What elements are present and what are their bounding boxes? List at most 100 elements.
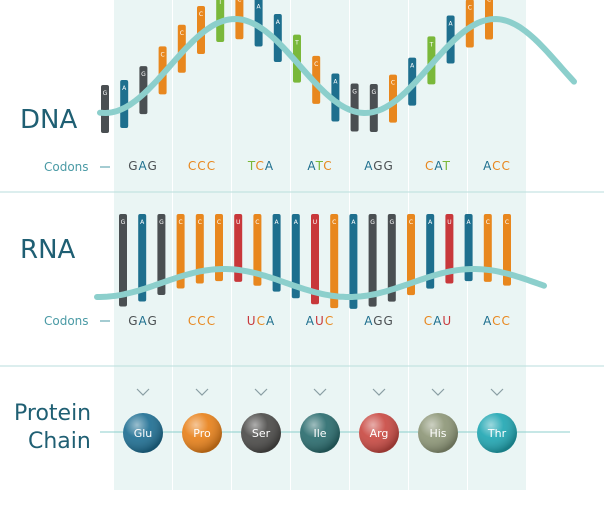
rna-codon-letter: G	[148, 314, 158, 328]
dna-codon-letter: C	[492, 159, 501, 173]
rna-base: C	[253, 214, 262, 286]
rna-base-bar	[176, 214, 185, 289]
rna-base-letter: C	[332, 219, 336, 226]
amino-acid-shine	[418, 413, 458, 453]
dna-codon-letter: T	[247, 159, 256, 173]
dna-title: DNA	[20, 105, 77, 135]
dna-base: A	[331, 73, 340, 122]
dna-codon: ATC	[307, 159, 332, 173]
chevron-down-icon	[431, 388, 445, 396]
rna-codon-row: GAG CCC UCA AUC AGG CAU ACC	[128, 314, 511, 328]
dna-codon: ACC	[483, 159, 511, 173]
dna-codons-label: Codons	[44, 160, 89, 174]
rna-base: G	[119, 214, 127, 307]
dna-base: G	[350, 83, 359, 132]
rna-codon-letter: A	[433, 314, 442, 328]
rna-codon-letter: C	[502, 314, 511, 328]
rna-codon-letter: G	[373, 314, 383, 328]
amino-acid: Glu	[123, 413, 163, 453]
dna-codon-letter: G	[384, 159, 394, 173]
rna-codon-letter: A	[139, 314, 148, 328]
rna-base: C	[176, 214, 185, 289]
rna-base: U	[234, 214, 243, 282]
amino-acid: Arg	[359, 413, 399, 453]
rna-base-letter: A	[140, 219, 145, 226]
dna-codon-letter: C	[323, 159, 332, 173]
dna-codon-row: GAG CCC TCA ATC AGG CAT ACC	[128, 159, 511, 173]
protein-title-line2: Chain	[28, 429, 91, 454]
dna-codon: CCC	[188, 159, 216, 173]
dna-base: A	[120, 80, 129, 129]
rna-base: C	[503, 214, 511, 286]
dna-codon-letter: C	[256, 159, 265, 173]
dna-base-bar	[331, 73, 340, 122]
chevron-down-icon	[490, 388, 504, 396]
chevron-down-icon	[313, 388, 327, 396]
rna-base: C	[330, 214, 339, 309]
dna-base-letter: T	[294, 40, 299, 47]
rna-base-letter: A	[275, 219, 280, 226]
amino-acid: Ile	[300, 413, 340, 453]
rna-codon-letter: G	[384, 314, 394, 328]
amino-acid-chain: Glu Pro Ser Ile Arg His Thr	[123, 413, 517, 453]
dna-base-letter: A	[122, 85, 127, 92]
dna-codon-letter: A	[483, 159, 492, 173]
rna-codon: ACC	[483, 314, 511, 328]
dna-base-letter: C	[468, 4, 472, 11]
amino-acid-shine	[241, 413, 281, 453]
rna-base: A	[272, 214, 281, 292]
dna-codon: GAG	[128, 159, 158, 173]
rna-base-bar	[195, 214, 204, 284]
amino-acid: His	[418, 413, 458, 453]
dna-base-letter: C	[314, 61, 318, 68]
dna-codon-letter: T	[442, 159, 451, 173]
dna-base-bar	[197, 5, 205, 54]
rna-codon-letter: U	[442, 314, 452, 328]
dna-base: C	[389, 74, 397, 123]
rna-codon-letter: A	[266, 314, 275, 328]
rna-base-letter: A	[428, 219, 433, 226]
rna-base-letter: A	[351, 219, 356, 226]
amino-acid-label: Ser	[252, 427, 271, 440]
amino-acid-label: Glu	[134, 427, 153, 440]
rna-base: C	[483, 214, 492, 282]
amino-acid-label: His	[429, 427, 446, 440]
dna-codon-letter: C	[425, 159, 434, 173]
rna-base: A	[291, 214, 300, 299]
dna-codon: AGG	[364, 159, 394, 173]
amino-acid-shine	[359, 413, 399, 453]
rna-base: A	[464, 214, 473, 282]
rna-base-letter: C	[409, 219, 413, 226]
rna-base-bar	[349, 214, 358, 309]
rna-codon-letter: C	[197, 314, 206, 328]
dna-base-letter: C	[160, 51, 164, 58]
dna-base: C	[465, 0, 474, 48]
dna-base: C	[197, 5, 205, 54]
dna-codon-letter: A	[364, 159, 373, 173]
rna-base: A	[426, 214, 435, 289]
dna-base-letter: A	[276, 19, 281, 26]
dna-base-letter: T	[429, 41, 434, 48]
rna-base-bar	[291, 214, 300, 299]
rna-base-letter: C	[178, 219, 182, 226]
dna-base-bar	[350, 83, 359, 132]
rna-base-bar	[407, 214, 415, 296]
dna-base-letter: A	[257, 3, 262, 10]
rna-base-letter: U	[313, 219, 317, 226]
rna-base: U	[445, 214, 454, 284]
dna-backbone	[97, 15, 577, 117]
codon-column	[468, 0, 526, 490]
rna-codon-letter: C	[188, 314, 197, 328]
rna-base-bar	[253, 214, 262, 286]
rna-base: G	[368, 214, 377, 307]
dna-base-bar	[369, 83, 378, 132]
rna-base: G	[157, 214, 166, 295]
rna-base: U	[311, 214, 319, 305]
rna-base: A	[138, 214, 147, 302]
rna-base-bar	[215, 214, 223, 282]
dna-base-bar	[120, 80, 129, 129]
dna-base-letter: C	[199, 11, 203, 18]
amino-acid-shine	[300, 413, 340, 453]
dna-base-letter: C	[391, 80, 395, 87]
rna-backbone	[94, 266, 547, 300]
